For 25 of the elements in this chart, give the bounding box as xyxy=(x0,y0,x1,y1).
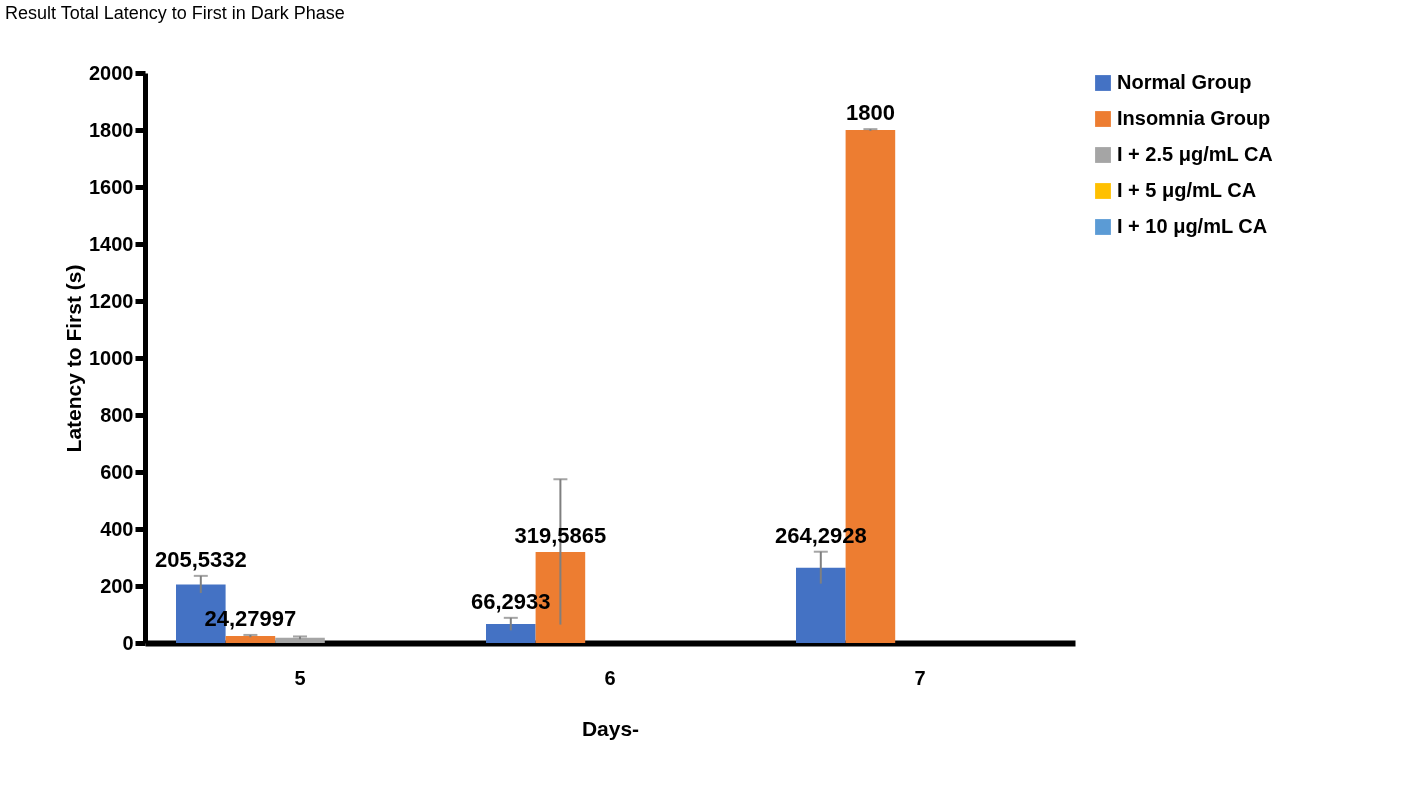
y-axis-title: Latency to First (s) xyxy=(62,264,86,453)
y-tick-label: 1200 xyxy=(89,289,134,312)
legend-label: I + 2.5 μg/mL CA xyxy=(1117,143,1273,165)
y-tick-label: 2000 xyxy=(89,61,134,84)
legend-label: I + 5 μg/mL CA xyxy=(1117,179,1257,201)
legend-label: I + 10 μg/mL CA xyxy=(1117,215,1268,237)
y-tick-label: 0 xyxy=(122,631,134,654)
y-tick-label: 1600 xyxy=(89,175,134,198)
x-tick-label: 7 xyxy=(914,666,926,689)
y-tick-label: 200 xyxy=(100,574,134,597)
y-tick-label: 600 xyxy=(100,460,134,483)
y-tick-label: 800 xyxy=(100,403,134,426)
data-label: 1800 xyxy=(845,100,895,126)
x-tick-label: 6 xyxy=(604,666,616,689)
data-label: 319,5865 xyxy=(514,522,607,548)
y-tick-label: 1800 xyxy=(89,118,134,141)
y-tick-label: 1000 xyxy=(89,346,134,369)
data-label: 205,5332 xyxy=(154,546,247,572)
legend-label: Insomnia Group xyxy=(1117,107,1271,129)
x-tick-label: 5 xyxy=(294,666,306,689)
y-tick-label: 400 xyxy=(100,517,134,540)
x-axis-title: Days- xyxy=(581,716,640,740)
y-tick-label: 1400 xyxy=(89,232,134,255)
legend-label: Normal Group xyxy=(1117,71,1252,93)
chart-title: Result Total Latency to First in Dark Phase xyxy=(5,3,345,23)
